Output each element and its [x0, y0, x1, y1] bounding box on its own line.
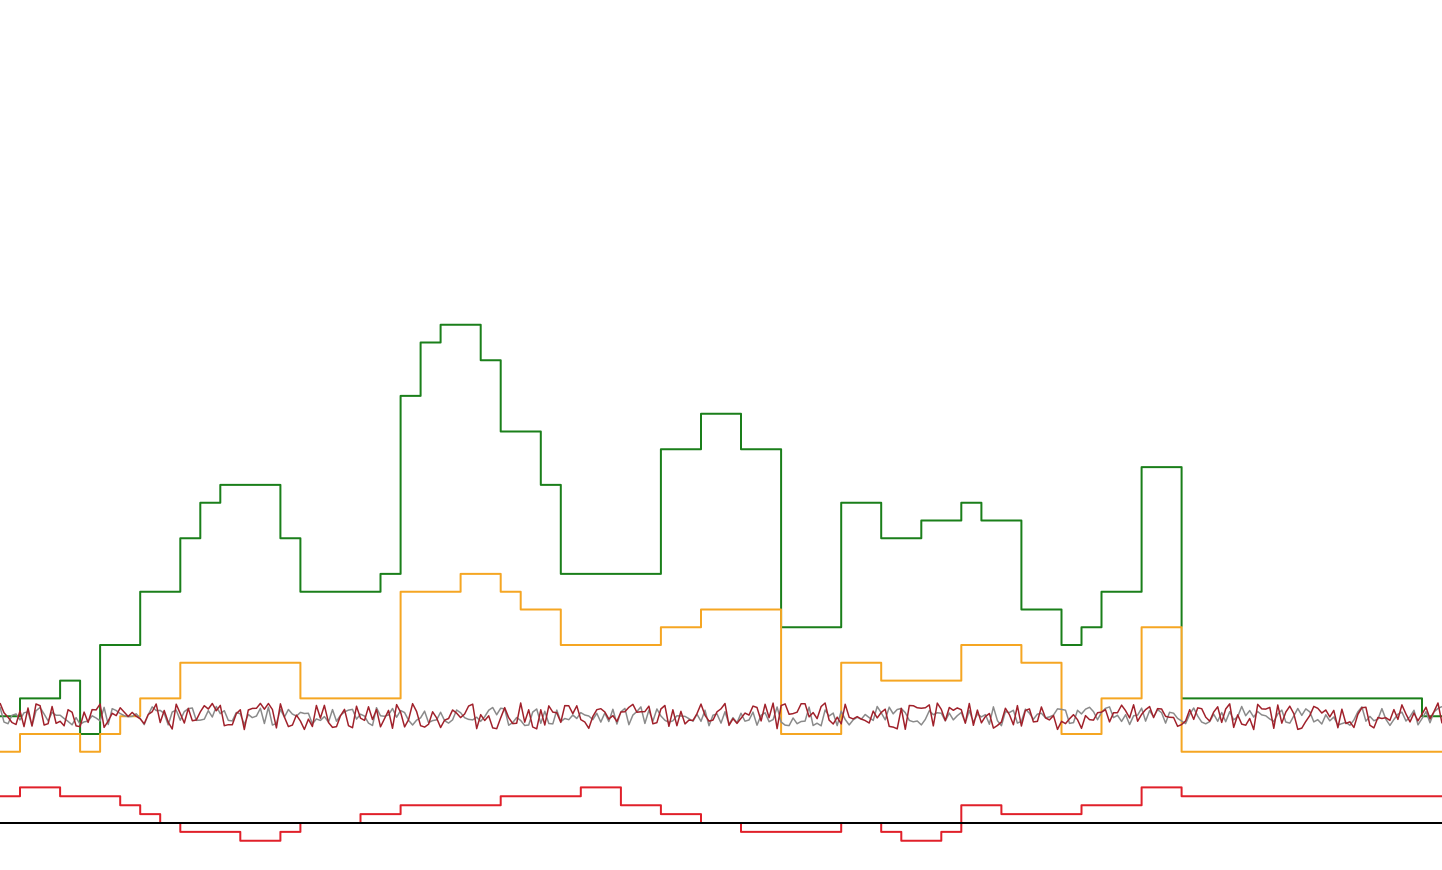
series-line-3: [0, 786, 1442, 842]
series-line-1: [0, 323, 1442, 735]
series-line-4: [0, 705, 1442, 727]
plot-area: [0, 323, 1442, 842]
series-line-5: [0, 702, 1442, 731]
series-line-2: [0, 572, 1442, 753]
